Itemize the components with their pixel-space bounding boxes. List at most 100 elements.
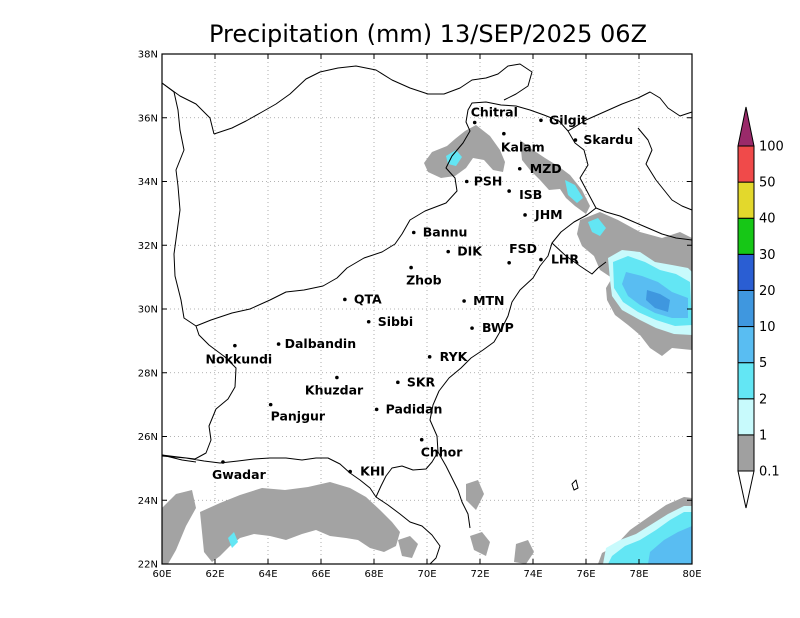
city-label: Chitral	[471, 105, 518, 120]
city-kalam: Kalam	[501, 131, 545, 155]
city-bwp: BWP	[470, 320, 514, 335]
city-chitral: Chitral	[471, 105, 518, 125]
legend-swatch-1	[737, 398, 755, 436]
city-label: Gilgit	[549, 112, 587, 127]
legend-label-50: 50	[759, 176, 776, 191]
city-dot	[464, 179, 469, 184]
lat-tick-label: 30N	[138, 305, 158, 316]
city-dot	[517, 166, 522, 171]
city-label: Sibbi	[378, 314, 413, 329]
lat-tick-label: 26N	[138, 432, 158, 443]
city-label: BWP	[482, 320, 514, 335]
legend-labels: 0.1 1 2 5 10 20 30 40 50 100	[759, 140, 784, 480]
city-gwadar: Gwadar	[212, 460, 267, 482]
precip-area-southeast-5mm	[648, 526, 692, 564]
city-dot	[539, 118, 543, 123]
china-border	[567, 91, 693, 132]
india-coast	[375, 496, 441, 565]
city-label: Zhob	[406, 273, 442, 288]
city-label: Khuzdar	[305, 383, 364, 398]
city-dot	[462, 299, 466, 303]
city-dot	[573, 138, 578, 142]
city-sibbi: Sibbi	[366, 314, 413, 329]
legend-swatch-2	[737, 362, 755, 400]
legend-swatch-20	[737, 253, 755, 291]
legend-swatch-30	[737, 217, 755, 255]
city-zhob: Zhob	[406, 265, 442, 288]
lat-tick-label: 38N	[138, 50, 158, 61]
city-panjgur: Panjgur	[268, 402, 326, 424]
lon-tick-label: 76E	[576, 569, 595, 580]
city-label: SKR	[407, 374, 436, 389]
city-dot	[419, 437, 424, 442]
city-nokkundi: Nokkundi	[206, 343, 272, 367]
lat-tick-label: 34N	[138, 177, 158, 188]
lon-tick-label: 64E	[258, 569, 277, 580]
coast-small-island	[571, 479, 579, 491]
legend-swatch-10	[737, 289, 755, 328]
city-dot	[221, 460, 225, 464]
coastlines-and-borders	[161, 63, 693, 565]
precipitation-shading	[162, 125, 692, 564]
india-china-line	[637, 127, 657, 181]
map-title: Precipitation (mm) 13/SEP/2025 06Z	[209, 20, 647, 48]
city-dot	[507, 189, 511, 193]
legend-label-20: 20	[759, 284, 776, 299]
lon-tick-label: 70E	[417, 569, 436, 580]
lat-tick-label: 22N	[138, 560, 158, 571]
city-dot	[396, 380, 400, 385]
city-mtn: MTN	[462, 293, 505, 308]
city-dot	[233, 343, 237, 348]
city-dot	[343, 297, 347, 302]
city-dot	[502, 131, 506, 136]
afghanistan-northwest	[161, 82, 215, 135]
lat-tick-label: 28N	[138, 368, 158, 379]
city-markers: Chitral Gilgit Kalam Skardu MZD PSH ISB JHM Bann…	[206, 105, 634, 482]
lon-tick-label: 66E	[311, 569, 330, 580]
precip-area-north-2mm	[446, 150, 462, 166]
city-label: Dalbandin	[285, 336, 357, 351]
city-label: ISB	[519, 187, 542, 202]
pakistan-outline	[161, 101, 597, 498]
city-label: FSD	[509, 241, 537, 256]
lat-tick-label: 24N	[138, 496, 158, 507]
lon-tick-label: 62E	[205, 569, 224, 580]
city-isb: ISB	[507, 187, 542, 202]
lat-tick-label: 36N	[138, 113, 158, 124]
city-label: JHM	[534, 207, 563, 222]
nepal-border	[655, 179, 693, 211]
city-label: Panjgur	[271, 409, 326, 424]
city-label: QTA	[354, 291, 382, 306]
afghanistan-north	[213, 63, 533, 135]
city-dalbandin: Dalbandin	[276, 336, 357, 351]
precip-area-east-10mm	[646, 290, 670, 312]
city-label: MZD	[530, 161, 562, 176]
city-padidan: Padidan	[374, 401, 442, 416]
city-dot	[366, 319, 371, 324]
legend-label-30: 30	[759, 248, 776, 263]
city-lhr: LHR	[539, 252, 579, 267]
legend-label-5: 5	[759, 356, 767, 371]
lat-tick-label: 32N	[138, 241, 158, 252]
city-label: MTN	[473, 293, 504, 308]
city-dot	[539, 257, 543, 262]
city-khuzdar: Khuzdar	[305, 375, 364, 398]
city-dot	[268, 402, 273, 407]
city-dot	[472, 120, 477, 125]
precip-area-northeast-2mm	[565, 180, 583, 203]
lon-tick-label: 72E	[470, 569, 489, 580]
legend-top-arrow	[737, 106, 755, 147]
city-label: Kalam	[501, 140, 545, 155]
legend-label-0.1: 0.1	[759, 465, 780, 480]
city-dot	[348, 469, 352, 474]
city-dot	[446, 249, 451, 254]
city-label: Bannu	[423, 225, 468, 240]
city-bannu: Bannu	[411, 225, 468, 240]
lon-tick-label: 74E	[523, 569, 542, 580]
axis-ticks: 60E 62E 64E 66E 68E 70E 72E 74E 76E 78E 80E 22N 24N 2…	[138, 50, 702, 581]
legend-swatch-0.1	[737, 434, 755, 472]
precip-area-south-sea	[398, 536, 418, 558]
city-label: Skardu	[583, 132, 633, 147]
city-dik: DIK	[446, 244, 483, 259]
